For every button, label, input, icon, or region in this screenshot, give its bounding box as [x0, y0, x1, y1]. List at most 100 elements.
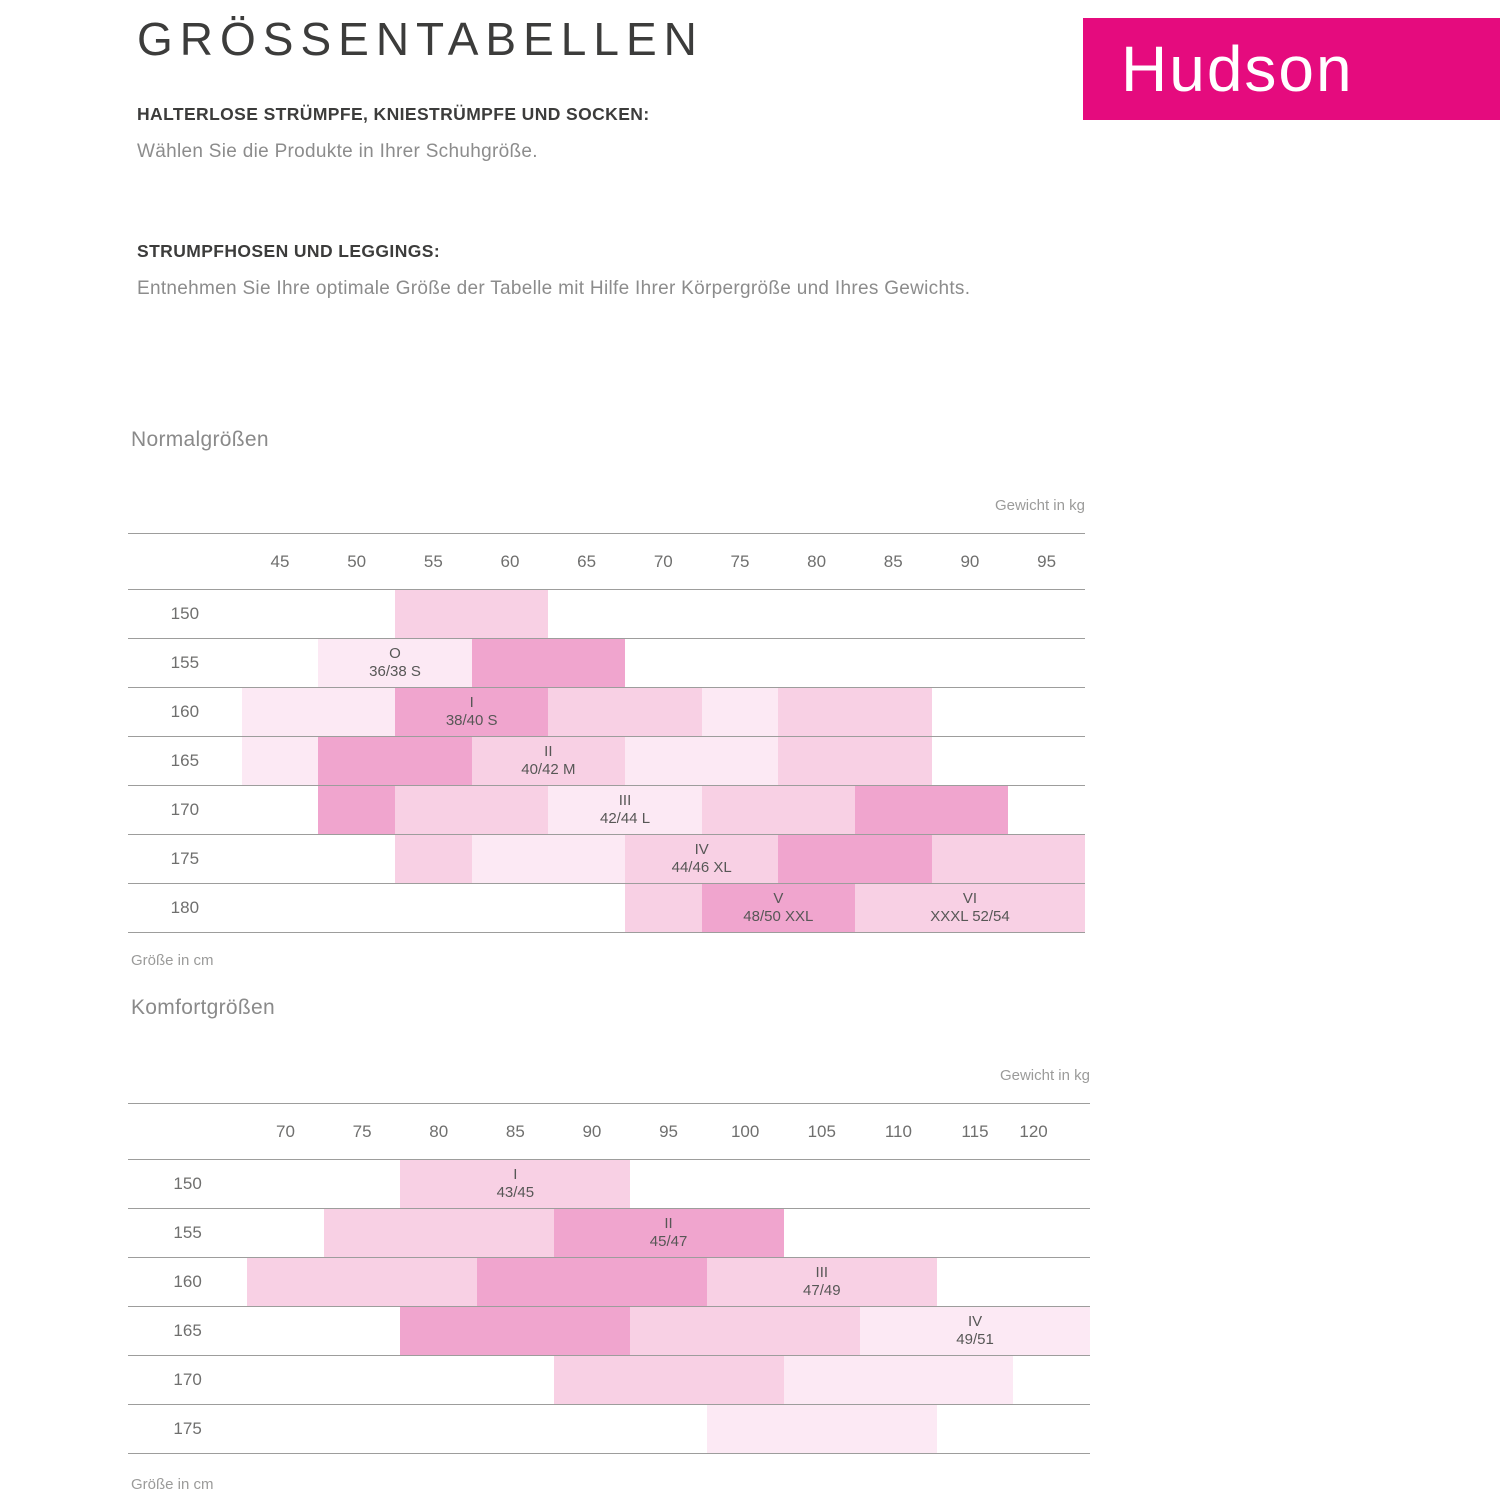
table-row: 180 V 48/50 XXL VI XXXL 52/54	[128, 884, 1085, 933]
size-roman-numeral: IV	[967, 1313, 983, 1330]
size-cell: II 40/42 M	[471, 737, 625, 785]
height-tick: 170	[170, 800, 200, 819]
size-roman-numeral: II	[664, 1215, 673, 1232]
size-roman-numeral: O	[389, 645, 401, 662]
table-row: 160 I 38/40 S	[128, 688, 1085, 737]
size-range: 44/46 XL	[671, 859, 732, 876]
size-cell: IV 44/46 XL	[625, 835, 779, 883]
weight-tick-row: 45 50 55 60 65 70 75 80 85 90 95	[128, 534, 1085, 590]
chart-title-comfort-sizes: Komfortgrößen	[131, 996, 275, 1019]
size-range: 36/38 S	[369, 663, 421, 680]
weight-tick: 85	[883, 551, 903, 571]
size-roman-numeral: II	[544, 743, 553, 760]
size-cell	[395, 590, 549, 638]
page-title: GRÖSSENTABELLEN	[137, 13, 704, 65]
size-cell: II 45/47	[553, 1209, 784, 1257]
size-roman-numeral: IV	[694, 841, 709, 858]
height-tick: 150	[170, 604, 200, 623]
size-roman-numeral: III	[618, 792, 632, 809]
size-cell-label: VI XXXL 52/54	[930, 890, 1010, 926]
weight-tick: 50	[347, 551, 367, 571]
table-row: 165 IV 49/51	[128, 1307, 1090, 1356]
height-axis-label: Größe in cm	[131, 952, 214, 969]
table-row: 165 II 40/42 M	[128, 737, 1085, 786]
size-cell: V 48/50 XXL	[701, 884, 855, 932]
size-range: 43/45	[496, 1184, 535, 1201]
table-row: 155 II 45/47	[128, 1209, 1090, 1258]
weight-tick: 70	[276, 1121, 295, 1141]
size-range: 38/40 S	[445, 712, 498, 729]
size-roman-numeral: I	[469, 694, 474, 711]
size-cell	[323, 1209, 554, 1257]
height-tick: 165	[173, 1321, 202, 1340]
section-body-stockings: Wählen Sie die Produkte in Ihrer Schuhgr…	[137, 141, 538, 162]
size-cell	[247, 1258, 478, 1306]
size-cell-label: III 47/49	[803, 1264, 841, 1300]
size-cell: O 36/38 S	[318, 639, 472, 687]
size-range: XXXL 52/54	[930, 908, 1010, 925]
table-row: 150 I 43/45	[128, 1160, 1090, 1209]
size-cell	[778, 688, 932, 736]
hudson-logo: Hudson	[1083, 18, 1500, 120]
size-cell: IV 49/51	[860, 1307, 1090, 1355]
size-cell	[400, 1307, 631, 1355]
weight-tick: 90	[960, 551, 980, 571]
size-cell	[778, 737, 932, 785]
size-cell	[471, 639, 625, 687]
weight-tick: 100	[730, 1121, 760, 1141]
tick-spacer	[128, 534, 242, 589]
size-cell-label: III 42/44 L	[600, 792, 650, 828]
size-cell	[548, 688, 702, 736]
chart-title-normal-sizes: Normalgrößen	[131, 428, 269, 451]
weight-tick: 110	[884, 1121, 912, 1141]
size-range: 47/49	[803, 1282, 841, 1299]
size-range: 42/44 L	[599, 810, 651, 827]
weight-tick: 60	[500, 551, 520, 571]
height-tick: 175	[170, 849, 200, 868]
size-cell-label: II 40/42 M	[521, 743, 575, 779]
table-row: 170	[128, 1356, 1090, 1405]
section-heading-stockings: HALTERLOSE STRÜMPFE, KNIESTRÜMPFE UND SO…	[137, 104, 650, 124]
height-axis-label: Größe in cm	[131, 1476, 214, 1493]
weight-tick-row: 70 75 80 85 90 95 100 105 110 115 120	[128, 1104, 1090, 1160]
height-tick: 180	[170, 898, 200, 917]
size-cell: III 42/44 L	[548, 786, 702, 834]
size-roman-numeral: III	[815, 1264, 829, 1281]
weight-tick: 80	[429, 1121, 449, 1141]
size-cell	[701, 688, 779, 736]
size-cell-label: V 48/50 XXL	[743, 890, 813, 926]
size-cell-label: II 45/47	[650, 1215, 688, 1251]
size-cell	[471, 835, 625, 883]
weight-tick: 75	[730, 551, 750, 571]
size-cell	[931, 835, 1085, 883]
height-tick: 155	[170, 653, 200, 672]
hudson-logo-text: Hudson	[1121, 33, 1354, 105]
weight-tick: 55	[423, 551, 443, 571]
tick-spacer	[128, 1104, 247, 1159]
size-cell: I 43/45	[400, 1160, 631, 1208]
size-roman-numeral: V	[773, 890, 784, 907]
weight-tick: 120	[1019, 1121, 1048, 1141]
size-range: 45/47	[649, 1233, 688, 1250]
weight-tick: 75	[352, 1121, 372, 1141]
size-cell	[778, 835, 932, 883]
height-tick: 155	[173, 1223, 202, 1242]
size-cell-label: I 43/45	[497, 1166, 535, 1202]
table-row: 160 III 47/49	[128, 1258, 1090, 1307]
size-grid-normal: 45 50 55 60 65 70 75 80 85 90 95 150 155 O 36/38 S 160 I…	[128, 533, 1085, 933]
size-cell	[625, 884, 702, 932]
size-cell	[318, 786, 395, 834]
size-cell: I 38/40 S	[395, 688, 549, 736]
weight-tick: 65	[577, 551, 597, 571]
height-tick: 160	[173, 1272, 202, 1291]
size-cell-label: O 36/38 S	[369, 645, 421, 681]
size-grid-comfort: 70 75 80 85 90 95 100 105 110 115 120 150 I 43/45 155 I…	[128, 1103, 1090, 1454]
size-cell	[241, 737, 319, 785]
size-cell	[395, 835, 472, 883]
size-range: 48/50 XXL	[743, 908, 814, 925]
size-cell-label: I 38/40 S	[446, 694, 498, 730]
size-roman-numeral: VI	[962, 890, 978, 907]
size-cell	[625, 737, 779, 785]
section-heading-tights: STRUMPFHOSEN UND LEGGINGS:	[137, 241, 441, 261]
weight-tick: 80	[807, 551, 827, 571]
